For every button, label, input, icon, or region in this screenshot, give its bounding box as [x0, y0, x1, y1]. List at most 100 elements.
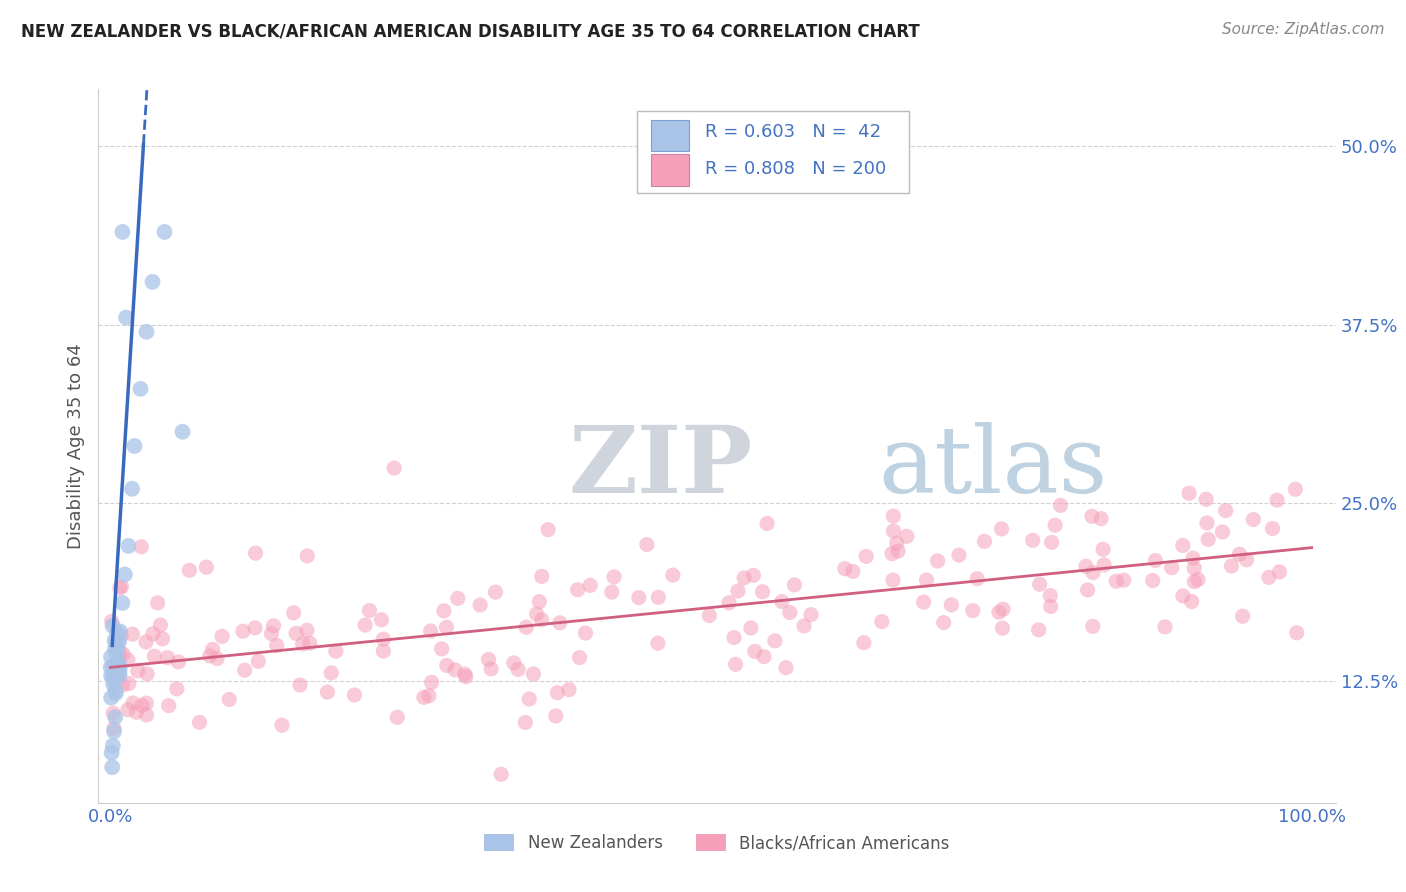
Point [283, 606, 305, 620]
Point [129, 382, 152, 396]
Text: NEW ZEALANDER VS BLACK/AFRICAN AMERICAN DISABILITY AGE 35 TO 64 CORRELATION CHAR: NEW ZEALANDER VS BLACK/AFRICAN AMERICAN … [21, 22, 920, 40]
Point [1112, 573, 1135, 587]
Point [489, 767, 512, 781]
Point [530, 569, 553, 583]
Point [107, 632, 129, 646]
Point [1265, 493, 1288, 508]
Point [882, 524, 904, 538]
Point [108, 624, 131, 639]
Point [110, 580, 132, 594]
Point [111, 225, 134, 239]
Point [125, 705, 148, 719]
Point [298, 636, 321, 650]
Point [105, 646, 128, 660]
Point [107, 655, 129, 669]
Point [636, 537, 658, 551]
Point [135, 696, 157, 710]
Point [515, 620, 537, 634]
Y-axis label: Disability Age 35 to 64: Disability Age 35 to 64 [66, 343, 84, 549]
Point [373, 632, 395, 647]
Point [775, 661, 797, 675]
Point [444, 663, 467, 677]
Point [104, 657, 127, 672]
Point [842, 565, 865, 579]
Point [146, 596, 169, 610]
Point [387, 710, 409, 724]
Point [100, 668, 122, 682]
Point [517, 692, 540, 706]
Point [574, 626, 596, 640]
Point [121, 482, 143, 496]
Point [101, 760, 124, 774]
Point [1195, 516, 1218, 530]
Point [927, 554, 949, 568]
Point [740, 621, 762, 635]
Point [1105, 574, 1128, 589]
Point [1236, 553, 1258, 567]
Point [370, 613, 392, 627]
Point [932, 615, 955, 630]
Point [718, 596, 741, 610]
Point [1212, 524, 1234, 539]
Point [101, 739, 124, 753]
Point [291, 637, 314, 651]
Point [882, 509, 904, 524]
Point [647, 591, 669, 605]
Point [1182, 574, 1205, 589]
Point [1285, 625, 1308, 640]
Point [1160, 560, 1182, 574]
Point [153, 225, 176, 239]
Point [104, 642, 127, 657]
Point [195, 560, 218, 574]
Point [770, 594, 793, 608]
Point [205, 651, 228, 665]
Point [117, 653, 139, 667]
Point [100, 746, 122, 760]
Point [100, 690, 122, 705]
Point [733, 571, 755, 585]
Point [211, 629, 233, 643]
Point [135, 635, 157, 649]
Point [1232, 609, 1254, 624]
Point [1039, 589, 1062, 603]
Point [1257, 570, 1279, 584]
Point [114, 567, 136, 582]
Bar [651, 154, 689, 186]
Point [742, 568, 765, 582]
Point [1241, 512, 1264, 526]
Point [1284, 483, 1306, 497]
Point [537, 523, 560, 537]
Text: Source: ZipAtlas.com: Source: ZipAtlas.com [1222, 22, 1385, 37]
Point [111, 596, 134, 610]
Point [135, 325, 157, 339]
Point [413, 690, 436, 705]
Point [232, 624, 254, 639]
Point [288, 678, 311, 692]
Point [354, 618, 377, 632]
Point [454, 667, 477, 681]
Point [990, 522, 1012, 536]
Point [1081, 509, 1104, 524]
Point [477, 652, 499, 666]
Point [108, 645, 131, 659]
Point [108, 661, 131, 675]
Point [104, 686, 127, 700]
Point [991, 621, 1014, 635]
Point [141, 275, 163, 289]
Point [870, 615, 893, 629]
Point [723, 631, 745, 645]
Point [763, 633, 786, 648]
Point [127, 664, 149, 678]
Point [156, 650, 179, 665]
Point [105, 640, 128, 655]
Point [188, 715, 211, 730]
Point [103, 677, 125, 691]
Point [172, 425, 194, 439]
Point [727, 583, 749, 598]
Point [744, 644, 766, 658]
Point [530, 613, 553, 627]
Point [1215, 503, 1237, 517]
Point [973, 534, 995, 549]
Point [285, 626, 308, 640]
Point [1187, 573, 1209, 587]
